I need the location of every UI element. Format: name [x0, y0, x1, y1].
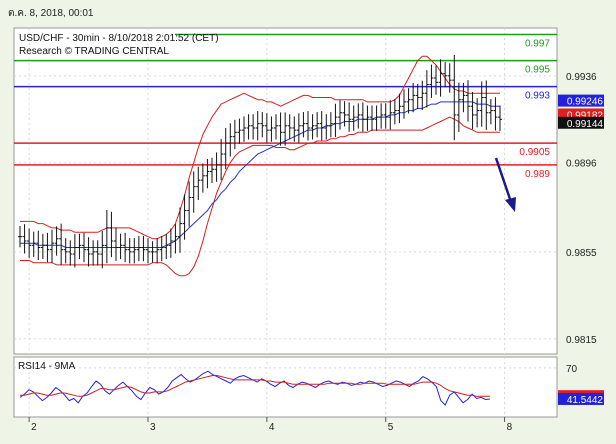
time-tick-label: 5 — [388, 422, 394, 433]
rsi-series-line — [20, 375, 491, 397]
rsi-series-line — [19, 370, 491, 406]
price-tag-label: 0.99246 — [567, 97, 604, 108]
level-label: 0.993 — [525, 91, 550, 102]
chart-title: USD/CHF - 30min - 8/10/2018 2:01:52 (CET… — [19, 33, 219, 44]
price-tick-label: 0.9855 — [566, 248, 597, 259]
price-bars — [18, 54, 502, 269]
bollinger-lower-line — [20, 116, 500, 277]
moving-average-line — [20, 101, 500, 248]
rsi-lines — [19, 370, 491, 406]
price-tick-label: 0.9896 — [566, 159, 597, 170]
time-tick-label: 3 — [150, 422, 156, 433]
chart-subtitle: Research © TRADING CENTRAL — [19, 46, 169, 57]
price-tag — [558, 116, 604, 129]
price-tick-label: 0.9815 — [566, 335, 597, 346]
level-label: 0.997 — [525, 39, 550, 50]
rsi-title: RSI14 - 9MA — [18, 361, 76, 372]
rsi-tag — [558, 392, 604, 405]
rsi-tick-label: 70 — [566, 364, 578, 375]
forecast-arrow — [494, 157, 516, 212]
time-tick-label: 2 — [31, 422, 37, 433]
rsi-panel — [13, 356, 558, 418]
time-tick-label: 4 — [269, 422, 275, 433]
price-grid — [14, 28, 557, 354]
price-tag-label: 0.99182 — [567, 110, 604, 121]
support-resistance-levels: 0.997 0.995 0.993 0.9905 0.989 — [14, 33, 557, 180]
time-tick-label: 8 — [507, 422, 513, 433]
date-label: ต.ค. 8, 2018, 00:01 — [8, 8, 94, 19]
price-tag — [558, 94, 604, 107]
price-panel — [13, 27, 558, 355]
price-tag-label: 0.99144 — [567, 119, 604, 130]
level-label: 0.995 — [525, 65, 550, 76]
rsi-axis: 7044.096641.5442 — [558, 364, 604, 406]
price-tick-label: 0.9936 — [566, 72, 597, 83]
time-axis: 2 3 4 5 8 — [28, 417, 513, 433]
level-label: 0.9905 — [519, 147, 550, 158]
level-label: 0.989 — [525, 169, 550, 180]
rsi-grid — [14, 357, 557, 417]
date-header: ต.ค. 8, 2018, 00:01 — [0, 0, 616, 22]
price-axis: 0.9936 0.9896 0.9855 0.9815 0.99246 0.991820.… — [558, 72, 604, 346]
rsi-tag-label: 41.5442 — [567, 395, 604, 406]
bollinger-upper-line — [20, 55, 500, 240]
bollinger-bands — [20, 55, 500, 277]
